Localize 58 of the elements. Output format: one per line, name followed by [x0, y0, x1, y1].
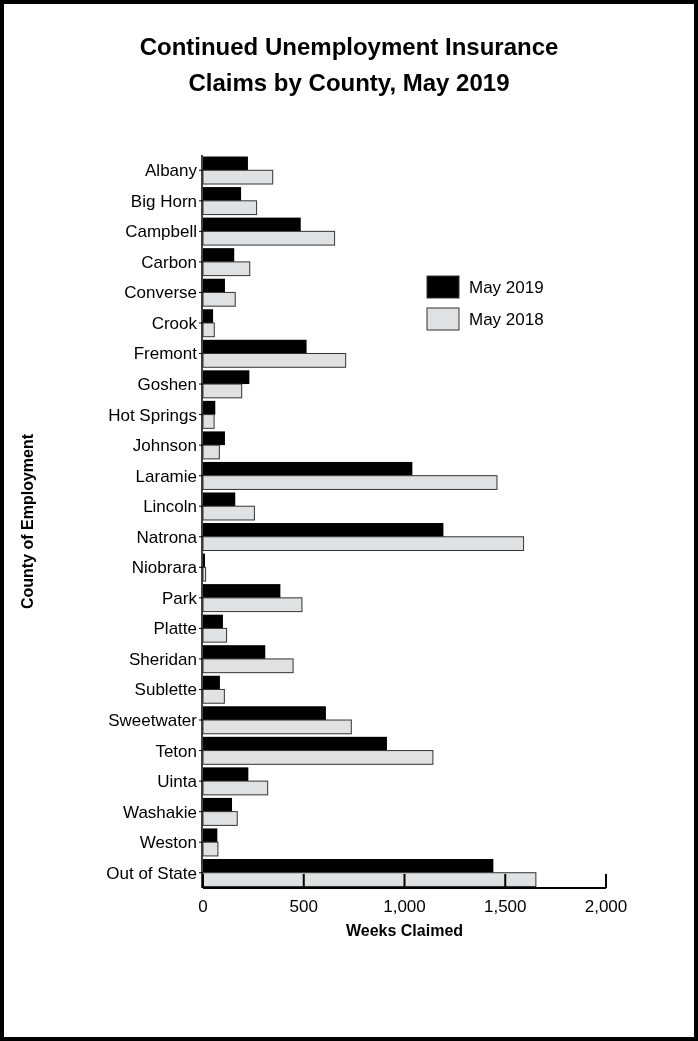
- y-tick-label: Lincoln: [143, 497, 197, 517]
- y-tick-label: Uinta: [157, 772, 198, 792]
- y-tick-label: Niobrara: [131, 558, 198, 578]
- y-tick-label: Weston: [139, 833, 197, 853]
- y-tick-label: Natrona: [136, 527, 198, 547]
- x-tick-label: 1,000: [383, 897, 426, 916]
- bar: [202, 383, 243, 399]
- y-tick-label: Hot Springs: [108, 405, 197, 425]
- y-tick-label: Laramie: [135, 466, 197, 486]
- y-tick-label: Campbell: [125, 222, 197, 242]
- y-tick-label: Sublette: [134, 680, 197, 700]
- bar: [202, 414, 215, 429]
- bar: [202, 353, 347, 368]
- y-tick-label: Sheridan: [128, 649, 197, 669]
- bar: [202, 750, 434, 765]
- y-tick-label: Sweetwater: [108, 710, 198, 730]
- x-axis-title: Weeks Claimed: [345, 922, 464, 939]
- y-tick-label: Out of State: [106, 863, 197, 883]
- bar: [202, 475, 498, 490]
- y-tick-label: Johnson: [132, 436, 197, 456]
- y-tick-label: Carbon: [141, 252, 197, 272]
- y-tick-label: Crook: [151, 313, 198, 333]
- y-tick-label: Park: [162, 588, 198, 608]
- bar: [202, 780, 269, 796]
- bar: [202, 841, 219, 857]
- bar: [202, 291, 236, 307]
- y-tick-label: Albany: [145, 161, 198, 181]
- bar: [202, 322, 215, 338]
- bar: [202, 597, 303, 613]
- bar: [202, 719, 352, 735]
- bar: [202, 872, 537, 887]
- y-axis-title: County of Employment: [19, 433, 36, 610]
- y-tick-label: Platte: [153, 619, 197, 639]
- bar: [202, 688, 225, 704]
- y-tick-label: Teton: [155, 741, 197, 761]
- legend-label: May 2019: [469, 277, 544, 297]
- bar: [202, 658, 294, 674]
- x-tick-label: 0: [198, 897, 208, 916]
- bar: [202, 169, 274, 185]
- bar: [202, 444, 220, 460]
- bar: [202, 505, 255, 521]
- bar: [202, 627, 228, 643]
- bar: [202, 811, 238, 826]
- y-tick-label: Goshen: [137, 375, 197, 395]
- chart-title: Continued Unemployment Insurance Claims by County, May 2019: [139, 33, 559, 96]
- bar: [202, 261, 251, 277]
- y-tick-label: Washakie: [122, 802, 197, 822]
- y-tick-label: Big Horn: [130, 191, 197, 211]
- bar: [202, 536, 525, 552]
- legend-label: May 2018: [469, 309, 544, 329]
- x-tick-label: 2,000: [584, 897, 628, 916]
- x-tick-label: 500: [289, 897, 318, 916]
- x-tick-label: 1,500: [483, 897, 527, 916]
- y-tick-label: Fremont: [133, 344, 198, 364]
- y-tick-label: Converse: [124, 283, 197, 303]
- bar: [202, 566, 207, 582]
- bar: [202, 230, 336, 246]
- bar: [202, 200, 258, 216]
